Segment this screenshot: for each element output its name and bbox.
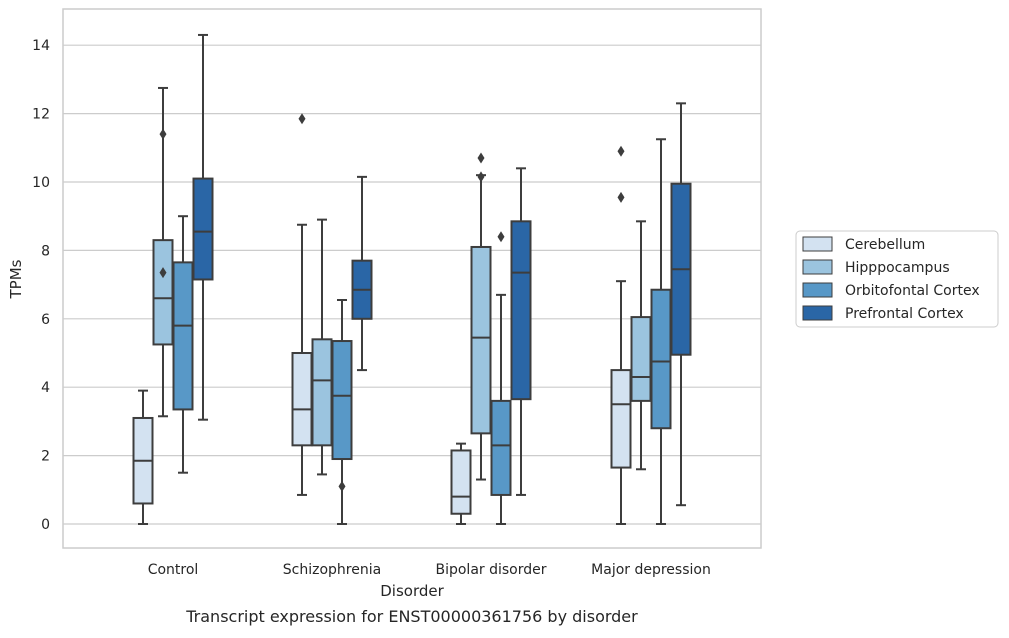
box-group [311,218,333,476]
box-iqr [610,369,632,469]
box-group [132,389,154,525]
legend-frame [795,230,999,328]
box-group [450,442,472,525]
box-group [172,215,194,474]
y-tick-label: 14 [32,38,50,54]
plot-area-frame [62,8,762,549]
box-group [351,175,373,372]
box-iqr [470,245,492,435]
boxes [132,33,692,525]
box-group [470,152,492,481]
legend-entry-label: Hipppocampus [845,260,950,276]
box-iqr [291,352,313,447]
legend-entry-label: Prefrontal Cortex [845,306,964,322]
y-tick-label: 2 [41,449,50,465]
y-tick-label: 6 [41,312,50,328]
outlier-point [497,231,505,243]
legend-swatch [802,282,833,298]
legend-swatch [802,305,833,321]
outlier-point [298,113,306,125]
x-tick-label: Bipolar disorder [435,562,546,578]
box-group [291,113,313,496]
box-iqr [450,449,472,515]
box-group [670,102,692,507]
chart-caption: Transcript expression for ENST0000036175… [185,607,638,626]
box-iqr [331,340,353,461]
box-iqr [192,177,214,281]
outlier-point [159,267,167,279]
outlier-point [617,191,625,203]
x-axis-label: Disorder [380,582,444,600]
outlier-point [617,145,625,157]
legend-swatch [802,236,833,252]
y-tick-label: 12 [32,107,50,123]
y-tick-label: 10 [32,175,50,191]
box-iqr [172,261,194,411]
box-group [152,86,174,418]
y-tick-label: 0 [41,517,50,533]
y-tick-labels: 0 2 4 6 8 10 12 14 [32,38,50,533]
legend-entry-label: Orbitofontal Cortex [845,283,980,299]
outlier-point [477,171,485,183]
box-group [610,145,632,525]
x-tick-label: Major depression [591,562,711,578]
box-group [510,167,532,496]
box-iqr [630,316,652,402]
box-iqr [490,399,512,496]
legend-entry-label: Cerebellum [845,237,925,253]
x-tick-label: Control [148,562,199,578]
outlier-point [338,480,346,492]
box-group [630,220,652,471]
box-group [650,138,672,525]
outlier-point [159,128,167,140]
y-tick-label: 8 [41,243,50,259]
box-iqr [311,338,333,447]
box-iqr [510,220,532,401]
outlier-point [477,152,485,164]
legend-swatch [802,259,833,275]
box-group [490,231,512,525]
box-group [331,298,353,525]
x-tick-labels: Control Schizophrenia Bipolar disorder Majo… [148,562,711,578]
legend: Cerebellum Hipppocampus Orbitofontal Corte… [795,230,999,328]
box-iqr [650,288,672,430]
box-group [192,33,214,421]
y-tick-label: 4 [41,380,50,396]
box-iqr [152,239,174,346]
x-tick-label: Schizophrenia [283,562,381,578]
y-axis-label: TPMs [7,259,25,299]
